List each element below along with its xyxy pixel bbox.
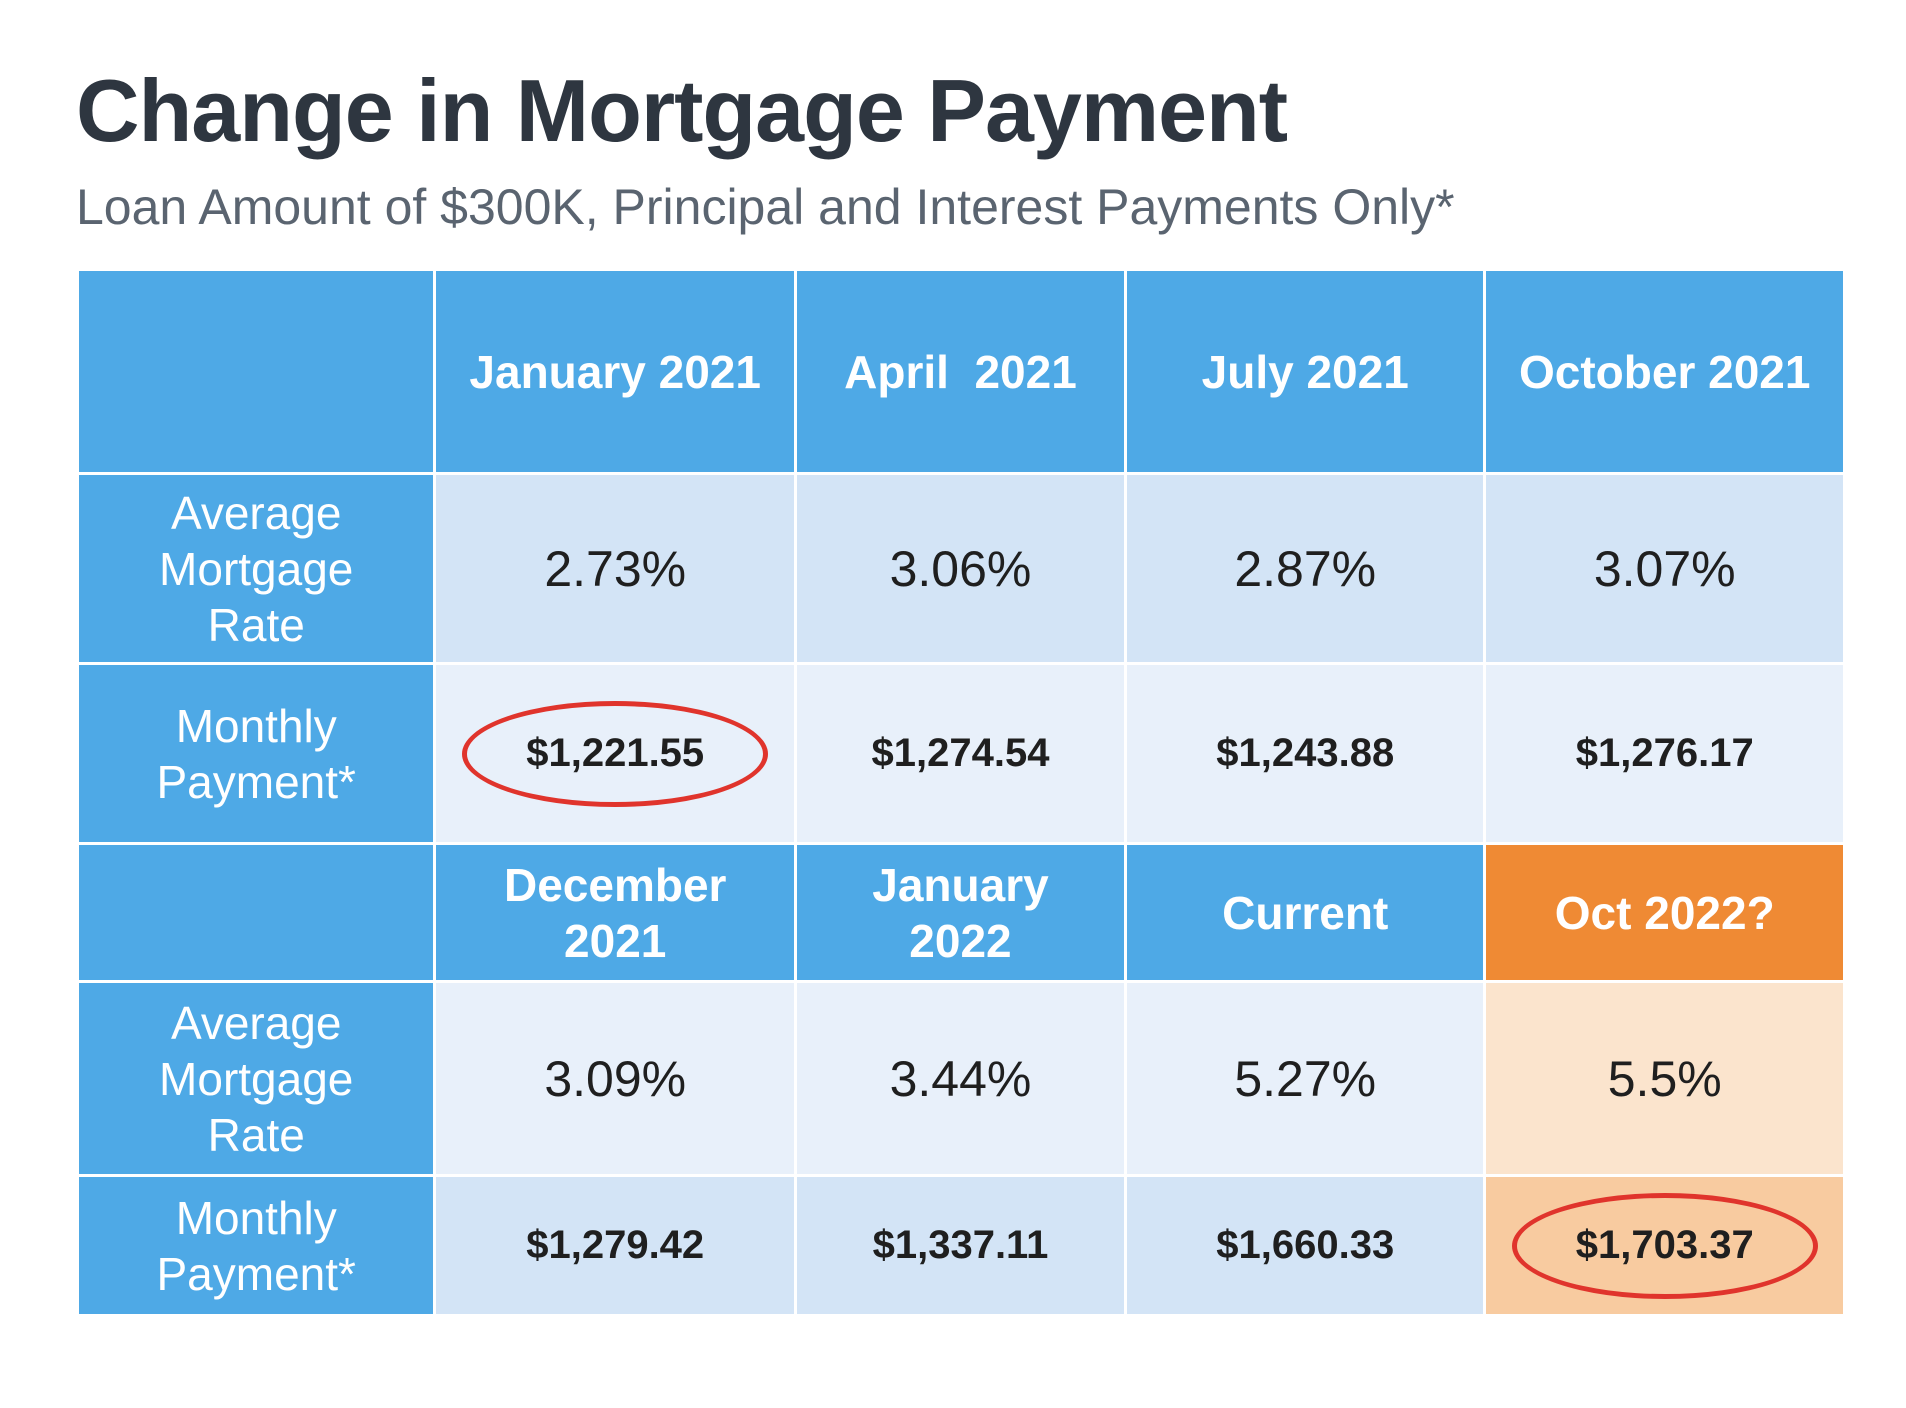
rate-cell: 2.87% [1123,472,1487,665]
header-cell: July 2021 [1123,268,1487,475]
rate-row-2: Average Mortgage Rate 3.09% 3.44% 5.27% … [75,980,1846,1177]
header-corner-cell [75,268,437,475]
row-label-line: Payment* [156,755,356,808]
row-label-line: Mortgage [159,1052,354,1105]
row-label-rate: Average Mortgage Rate [75,472,437,665]
row-label-line: Payment* [156,1247,356,1300]
row-label-line: Monthly [175,1191,337,1244]
rate-cell: 3.06% [793,472,1127,665]
row-label-line: Average [170,486,342,539]
payment-cell: $1,276.17 [1483,662,1846,845]
header-cell: April 2021 [793,268,1127,475]
rate-cell: 5.27% [1123,980,1487,1177]
rate-cell-projection: 5.5% [1483,980,1846,1177]
rate-cell: 3.44% [793,980,1127,1177]
row-label-line: Rate [207,1108,305,1161]
payment-value-wrap: $1,221.55 [462,700,769,807]
payment-cell: $1,243.88 [1123,662,1487,845]
payment-cell: $1,660.33 [1123,1174,1487,1317]
row-label-line: Monthly [175,699,337,752]
page-title: Change in Mortgage Payment [76,61,1288,160]
payment-cell: $1,279.42 [433,1174,797,1317]
rate-row-1: Average Mortgage Rate 2.73% 3.06% 2.87% … [75,472,1846,665]
header-row-2: December 2021 January 2022 Current Oct 2… [75,842,1846,983]
row-label-payment: Monthly Payment* [75,662,437,845]
header-line: 2021 [564,914,667,967]
payment-row-2: Monthly Payment* $1,279.42 $1,337.11 $1,… [75,1174,1846,1317]
page-subtitle: Loan Amount of $300K, Principal and Inte… [76,179,1455,235]
row-label-line: Average [170,996,342,1049]
rate-cell: 3.07% [1483,472,1846,665]
header-cell-projection: Oct 2022? [1483,842,1846,983]
rate-cell: 2.73% [433,472,797,665]
header-cell: Current [1123,842,1487,983]
header-corner-cell [75,842,437,983]
header-cell: December 2021 [433,842,797,983]
payment-cell: $1,274.54 [793,662,1127,845]
payment-cell-highlighted: $1,703.37 [1483,1174,1846,1317]
row-label-line: Rate [207,598,305,651]
header-line: 2022 [909,914,1012,967]
payment-value: $1,221.55 [526,731,705,775]
payment-value: $1,703.37 [1575,1223,1754,1267]
payment-row-1: Monthly Payment* $1,221.55 $1,274.54 $1,… [75,662,1846,845]
payment-cell: $1,337.11 [793,1174,1127,1317]
row-label-line: Mortgage [159,542,354,595]
header-cell: October 2021 [1483,268,1846,475]
row-label-payment: Monthly Payment* [75,1174,437,1317]
payment-cell-highlighted: $1,221.55 [433,662,797,845]
payment-value-wrap: $1,703.37 [1511,1192,1818,1299]
rate-cell: 3.09% [433,980,797,1177]
header-line: January [872,858,1049,911]
header-cell: January 2022 [793,842,1127,983]
header-cell: January 2021 [433,268,797,475]
header-row-1: January 2021 April 2021 July 2021 Octobe… [75,268,1846,475]
header-line: December [503,858,727,911]
row-label-rate: Average Mortgage Rate [75,980,437,1177]
mortgage-table: January 2021 April 2021 July 2021 Octobe… [75,268,1846,1317]
